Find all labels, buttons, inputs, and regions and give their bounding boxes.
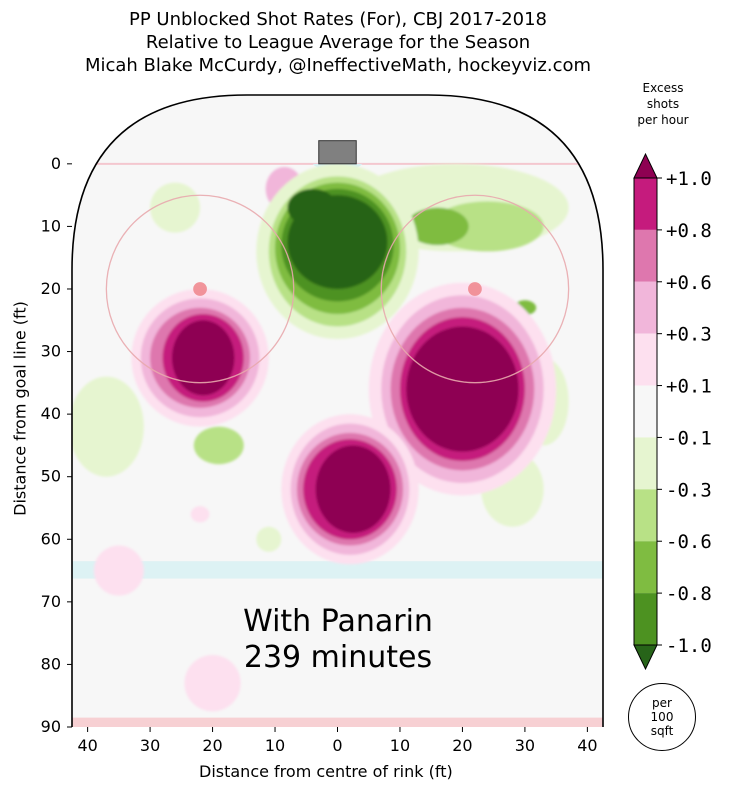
- annotation-minutes: 239 minutes: [243, 640, 433, 675]
- colorbar-band-6: [634, 489, 657, 542]
- colorbar-label-4: +0.1: [666, 376, 712, 398]
- x-tick-label-7: 30: [515, 736, 535, 755]
- colorbar-band-3: [634, 333, 657, 386]
- faceoff-dot-1: [468, 282, 482, 296]
- colorbar-label-9: -1.0: [666, 635, 712, 657]
- faceoff-circle-0: [105, 194, 295, 384]
- colorbar-extend-top: [633, 152, 658, 179]
- contour-blob-22: [171, 320, 235, 396]
- colorbar-title-line-3: per hour: [637, 113, 689, 127]
- footnote-line-3: sqft: [650, 724, 674, 738]
- colorbar-label-8: -0.8: [666, 583, 712, 605]
- x-tick-label-8: 40: [577, 736, 597, 755]
- y-tick-label-9: 90: [41, 717, 61, 736]
- x-tick-label-6: 20: [452, 736, 472, 755]
- contour-blob-34: [93, 545, 144, 596]
- y-tick-label-8: 80: [41, 654, 61, 673]
- colorbar-band-2: [634, 281, 657, 334]
- colorbar-band-1: [634, 229, 657, 282]
- colorbar-frame: [633, 177, 658, 646]
- x-tick-label-1: 30: [140, 736, 160, 755]
- centre-red-line: [72, 717, 603, 727]
- colorbar: +1.0 +0.8 +0.6 +0.3 +0.1 -0.1 -0.3 -0.6 -0.8 -1.0: [633, 152, 712, 671]
- y-tick-label-0: 0: [51, 154, 61, 173]
- y-tick-label-1: 10: [41, 216, 61, 235]
- y-tick-label-5: 50: [41, 467, 61, 486]
- rink-boards: [71, 94, 604, 727]
- x-tick-label-0: 40: [77, 736, 97, 755]
- chart-title-line-1: PP Unblocked Shot Rates (For), CBJ 2017-…: [128, 9, 548, 30]
- x-tick-label-4: 0: [332, 736, 342, 755]
- colorbar-extend-bottom: [633, 644, 658, 671]
- colorbar-label-6: -0.3: [666, 479, 712, 501]
- contour-blob-11: [72, 376, 144, 477]
- colorbar-label-0: +1.0: [666, 168, 712, 190]
- y-tick-label-6: 60: [41, 529, 61, 548]
- contour-blob-32: [315, 445, 391, 534]
- y-axis-label: Distance from goal line (ft): [10, 301, 30, 516]
- chart-title-line-3: Micah Blake McCurdy, @IneffectiveMath, h…: [84, 55, 592, 76]
- goal-net: [318, 140, 357, 165]
- colorbar-footnote: per 100 sqft: [628, 683, 696, 751]
- faceoff-dot-0: [193, 282, 207, 296]
- contour-blob-35: [184, 655, 241, 712]
- y-tick-label-4: 40: [41, 404, 61, 423]
- colorbar-title-line-1: Excess: [642, 81, 684, 95]
- colorbar-label-3: +0.3: [666, 324, 712, 346]
- x-axis-label: Distance from centre of rink (ft): [199, 762, 453, 781]
- rink-surface: [72, 95, 603, 727]
- colorbar-label-5: -0.1: [666, 427, 712, 449]
- contour-layer: [72, 163, 569, 712]
- contour-blob-1: [150, 182, 201, 233]
- blue-line: [72, 561, 603, 579]
- chart-title-line-2: Relative to League Average for the Seaso…: [145, 32, 531, 53]
- contour-blob-10: [287, 188, 338, 227]
- contour-blob-4: [406, 207, 469, 246]
- contour-blob-17: [256, 526, 282, 552]
- y-tick-label-2: 20: [41, 279, 61, 298]
- colorbar-band-4: [634, 385, 657, 438]
- colorbar-band-8: [634, 593, 657, 645]
- contour-blob-12: [193, 426, 244, 465]
- y-tick-label-7: 70: [41, 592, 61, 611]
- annotation-player: With Panarin: [243, 604, 433, 639]
- y-tick-label-3: 30: [41, 342, 61, 361]
- colorbar-band-5: [634, 437, 657, 490]
- colorbar-title-line-2: shots: [646, 97, 680, 111]
- faceoff-circle-1: [380, 194, 570, 384]
- colorbar-band-0: [634, 178, 657, 230]
- colorbar-label-1: +0.8: [666, 220, 712, 242]
- x-tick-label-2: 20: [202, 736, 222, 755]
- x-tick-label-5: 10: [390, 736, 410, 755]
- x-tick-label-3: 10: [265, 736, 285, 755]
- colorbar-label-2: +0.6: [666, 272, 712, 294]
- contour-blob-27: [406, 326, 519, 452]
- footnote-line-2: 100: [650, 710, 674, 724]
- colorbar-band-7: [634, 541, 657, 594]
- contour-blob-33: [190, 506, 210, 523]
- colorbar-label-7: -0.6: [666, 531, 712, 553]
- footnote-line-1: per: [652, 696, 672, 710]
